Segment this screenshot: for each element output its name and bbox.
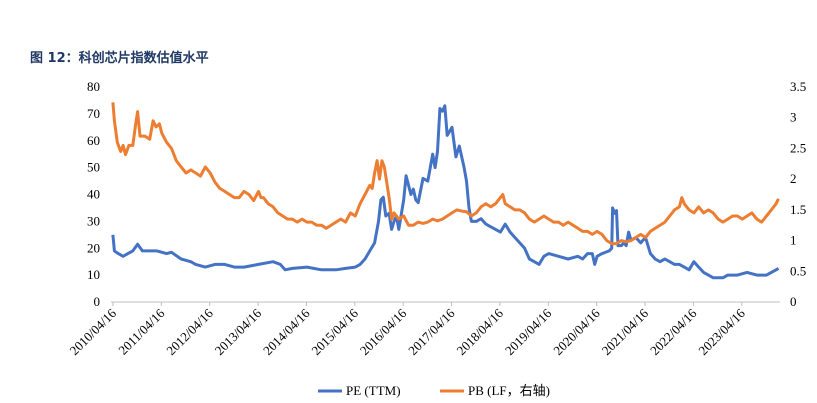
pb-lf-line xyxy=(111,102,780,246)
y-right-tick-label: 3 xyxy=(790,110,797,125)
axes: 0 10 20 30 40 50 60 70 80 0 0.5 1 1.5 2 2.5 3 3.5 2010/04… xyxy=(67,79,807,358)
x-tick-label: 2019/04/16 xyxy=(502,305,555,358)
y-left-tick-label: 60 xyxy=(87,133,100,148)
x-tick-label: 2021/04/16 xyxy=(599,305,652,358)
legend-pe-label: PE (TTM) xyxy=(346,383,401,398)
legend-pb: PB (LF，右轴) xyxy=(440,383,550,398)
legend-pb-label: PB (LF，右轴) xyxy=(468,383,550,398)
y-left-tick-label: 40 xyxy=(87,187,100,202)
legend: PE (TTM) PB (LF，右轴) xyxy=(318,383,550,398)
x-tick-label: 2023/04/16 xyxy=(695,305,748,358)
x-tick-label: 2017/04/16 xyxy=(405,305,458,358)
y-left-tick-label: 80 xyxy=(87,79,100,94)
y-left-tick-label: 70 xyxy=(87,106,100,121)
x-tick-label: 2012/04/16 xyxy=(163,305,216,358)
y-right-tick-label: 2 xyxy=(790,171,797,186)
figure-caption: 图 12：科创芯片指数估值水平 xyxy=(30,51,209,66)
x-tick-label: 2010/04/16 xyxy=(67,305,120,358)
x-tick-label: 2014/04/16 xyxy=(260,305,313,358)
y-right-tick-label: 2.5 xyxy=(790,140,806,155)
x-tick-label: 2013/04/16 xyxy=(212,305,265,358)
legend-pe: PE (TTM) xyxy=(318,383,401,398)
y-left-tick-label: 50 xyxy=(87,160,100,175)
y-left-tick-label: 30 xyxy=(87,213,100,228)
y-right-tick-label: 0 xyxy=(790,294,797,309)
y-right-tick-label: 1 xyxy=(790,233,797,248)
series-layer xyxy=(111,102,780,280)
x-tick-label: 2016/04/16 xyxy=(357,305,410,358)
x-tick-label: 2022/04/16 xyxy=(647,305,700,358)
y-right-tick-label: 1.5 xyxy=(790,202,806,217)
pe-ttm-line xyxy=(111,104,780,280)
y-left-tick-label: 20 xyxy=(87,240,100,255)
x-tick-label: 2011/04/16 xyxy=(115,305,167,357)
y-left-tick-label: 10 xyxy=(87,267,100,282)
x-tick-label: 2018/04/16 xyxy=(454,305,507,358)
x-tick-label: 2020/04/16 xyxy=(550,305,603,358)
y-right-tick-label: 0.5 xyxy=(790,263,806,278)
y-right-tick-label: 3.5 xyxy=(790,79,806,94)
y-left-tick-label: 0 xyxy=(94,294,101,309)
x-tick-label: 2015/04/16 xyxy=(308,305,361,358)
